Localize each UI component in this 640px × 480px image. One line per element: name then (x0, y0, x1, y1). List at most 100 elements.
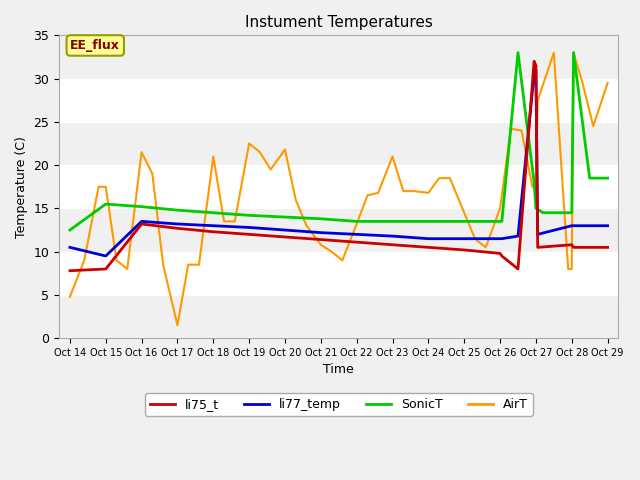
li75_t (209, 229, 217, 235)
li77_temp (388, 233, 396, 239)
li77_temp (604, 223, 611, 228)
SonicT (532, 205, 540, 211)
SonicT (586, 175, 593, 181)
AirT (550, 50, 557, 56)
Bar (59, 252, 618, 295)
AirT (102, 184, 109, 190)
li75_t (317, 237, 324, 242)
Y-axis label: Temperature (C): Temperature (C) (15, 136, 28, 238)
Line: li75_t: li75_t (70, 61, 607, 271)
li77_temp (568, 223, 575, 228)
li75_t (534, 244, 541, 250)
AirT (471, 236, 479, 241)
li75_t (138, 221, 145, 227)
SonicT (281, 214, 289, 220)
SonicT (138, 204, 145, 210)
li77_temp (353, 231, 360, 237)
li77_temp (245, 225, 253, 230)
AirT (460, 210, 468, 216)
li77_temp (173, 221, 181, 227)
li75_t (460, 247, 468, 253)
AirT (231, 218, 239, 224)
AirT (534, 97, 541, 103)
li77_temp (66, 244, 74, 250)
Legend: li75_t, li77_temp, SonicT, AirT: li75_t, li77_temp, SonicT, AirT (145, 393, 532, 416)
AirT (173, 323, 181, 328)
AirT (570, 50, 577, 56)
SonicT (496, 218, 504, 224)
Line: AirT: AirT (70, 53, 607, 325)
AirT (317, 242, 324, 248)
AirT (339, 257, 346, 263)
AirT (95, 184, 102, 190)
AirT (138, 149, 145, 155)
li75_t (388, 242, 396, 248)
AirT (364, 192, 371, 198)
li77_temp (138, 218, 145, 224)
AirT (496, 205, 504, 211)
li77_temp (586, 223, 593, 228)
li75_t (604, 244, 611, 250)
SonicT (570, 50, 577, 56)
li75_t (245, 231, 253, 237)
SonicT (424, 218, 432, 224)
Text: EE_flux: EE_flux (70, 39, 120, 52)
AirT (399, 188, 407, 194)
SonicT (568, 210, 575, 216)
AirT (195, 262, 203, 267)
AirT (124, 266, 131, 272)
AirT (353, 221, 360, 227)
AirT (446, 175, 454, 181)
SonicT (173, 207, 181, 213)
li77_temp (532, 67, 540, 73)
AirT (529, 184, 536, 190)
li77_temp (281, 227, 289, 233)
Bar (59, 165, 618, 208)
X-axis label: Time: Time (323, 363, 354, 376)
li77_temp (496, 236, 504, 241)
Bar (59, 295, 618, 338)
Bar (59, 36, 618, 79)
li77_temp (514, 233, 522, 239)
Line: SonicT: SonicT (70, 53, 607, 230)
SonicT (102, 201, 109, 207)
li75_t (281, 234, 289, 240)
li75_t (586, 244, 593, 250)
Bar (59, 208, 618, 252)
AirT (564, 266, 572, 272)
AirT (532, 184, 540, 190)
AirT (518, 128, 525, 133)
li75_t (532, 63, 540, 69)
AirT (159, 262, 167, 267)
AirT (435, 175, 443, 181)
li77_temp (424, 236, 432, 241)
SonicT (550, 210, 557, 216)
li77_temp (498, 236, 506, 241)
AirT (482, 244, 490, 250)
AirT (303, 223, 310, 228)
li75_t (353, 239, 360, 245)
SonicT (245, 213, 253, 218)
AirT (507, 126, 515, 132)
li77_temp (460, 236, 468, 241)
AirT (410, 188, 418, 194)
SonicT (66, 227, 74, 233)
AirT (281, 147, 289, 153)
li77_temp (570, 223, 577, 228)
SonicT (388, 218, 396, 224)
Bar (59, 79, 618, 122)
Line: li77_temp: li77_temp (70, 70, 607, 256)
AirT (568, 266, 575, 272)
li75_t (570, 244, 577, 250)
li75_t (424, 244, 432, 250)
SonicT (514, 50, 522, 56)
li75_t (568, 242, 575, 248)
AirT (267, 167, 275, 172)
AirT (81, 257, 88, 263)
AirT (220, 218, 228, 224)
AirT (113, 257, 120, 263)
AirT (292, 197, 300, 203)
li77_temp (209, 223, 217, 228)
AirT (579, 80, 586, 86)
SonicT (531, 180, 538, 185)
